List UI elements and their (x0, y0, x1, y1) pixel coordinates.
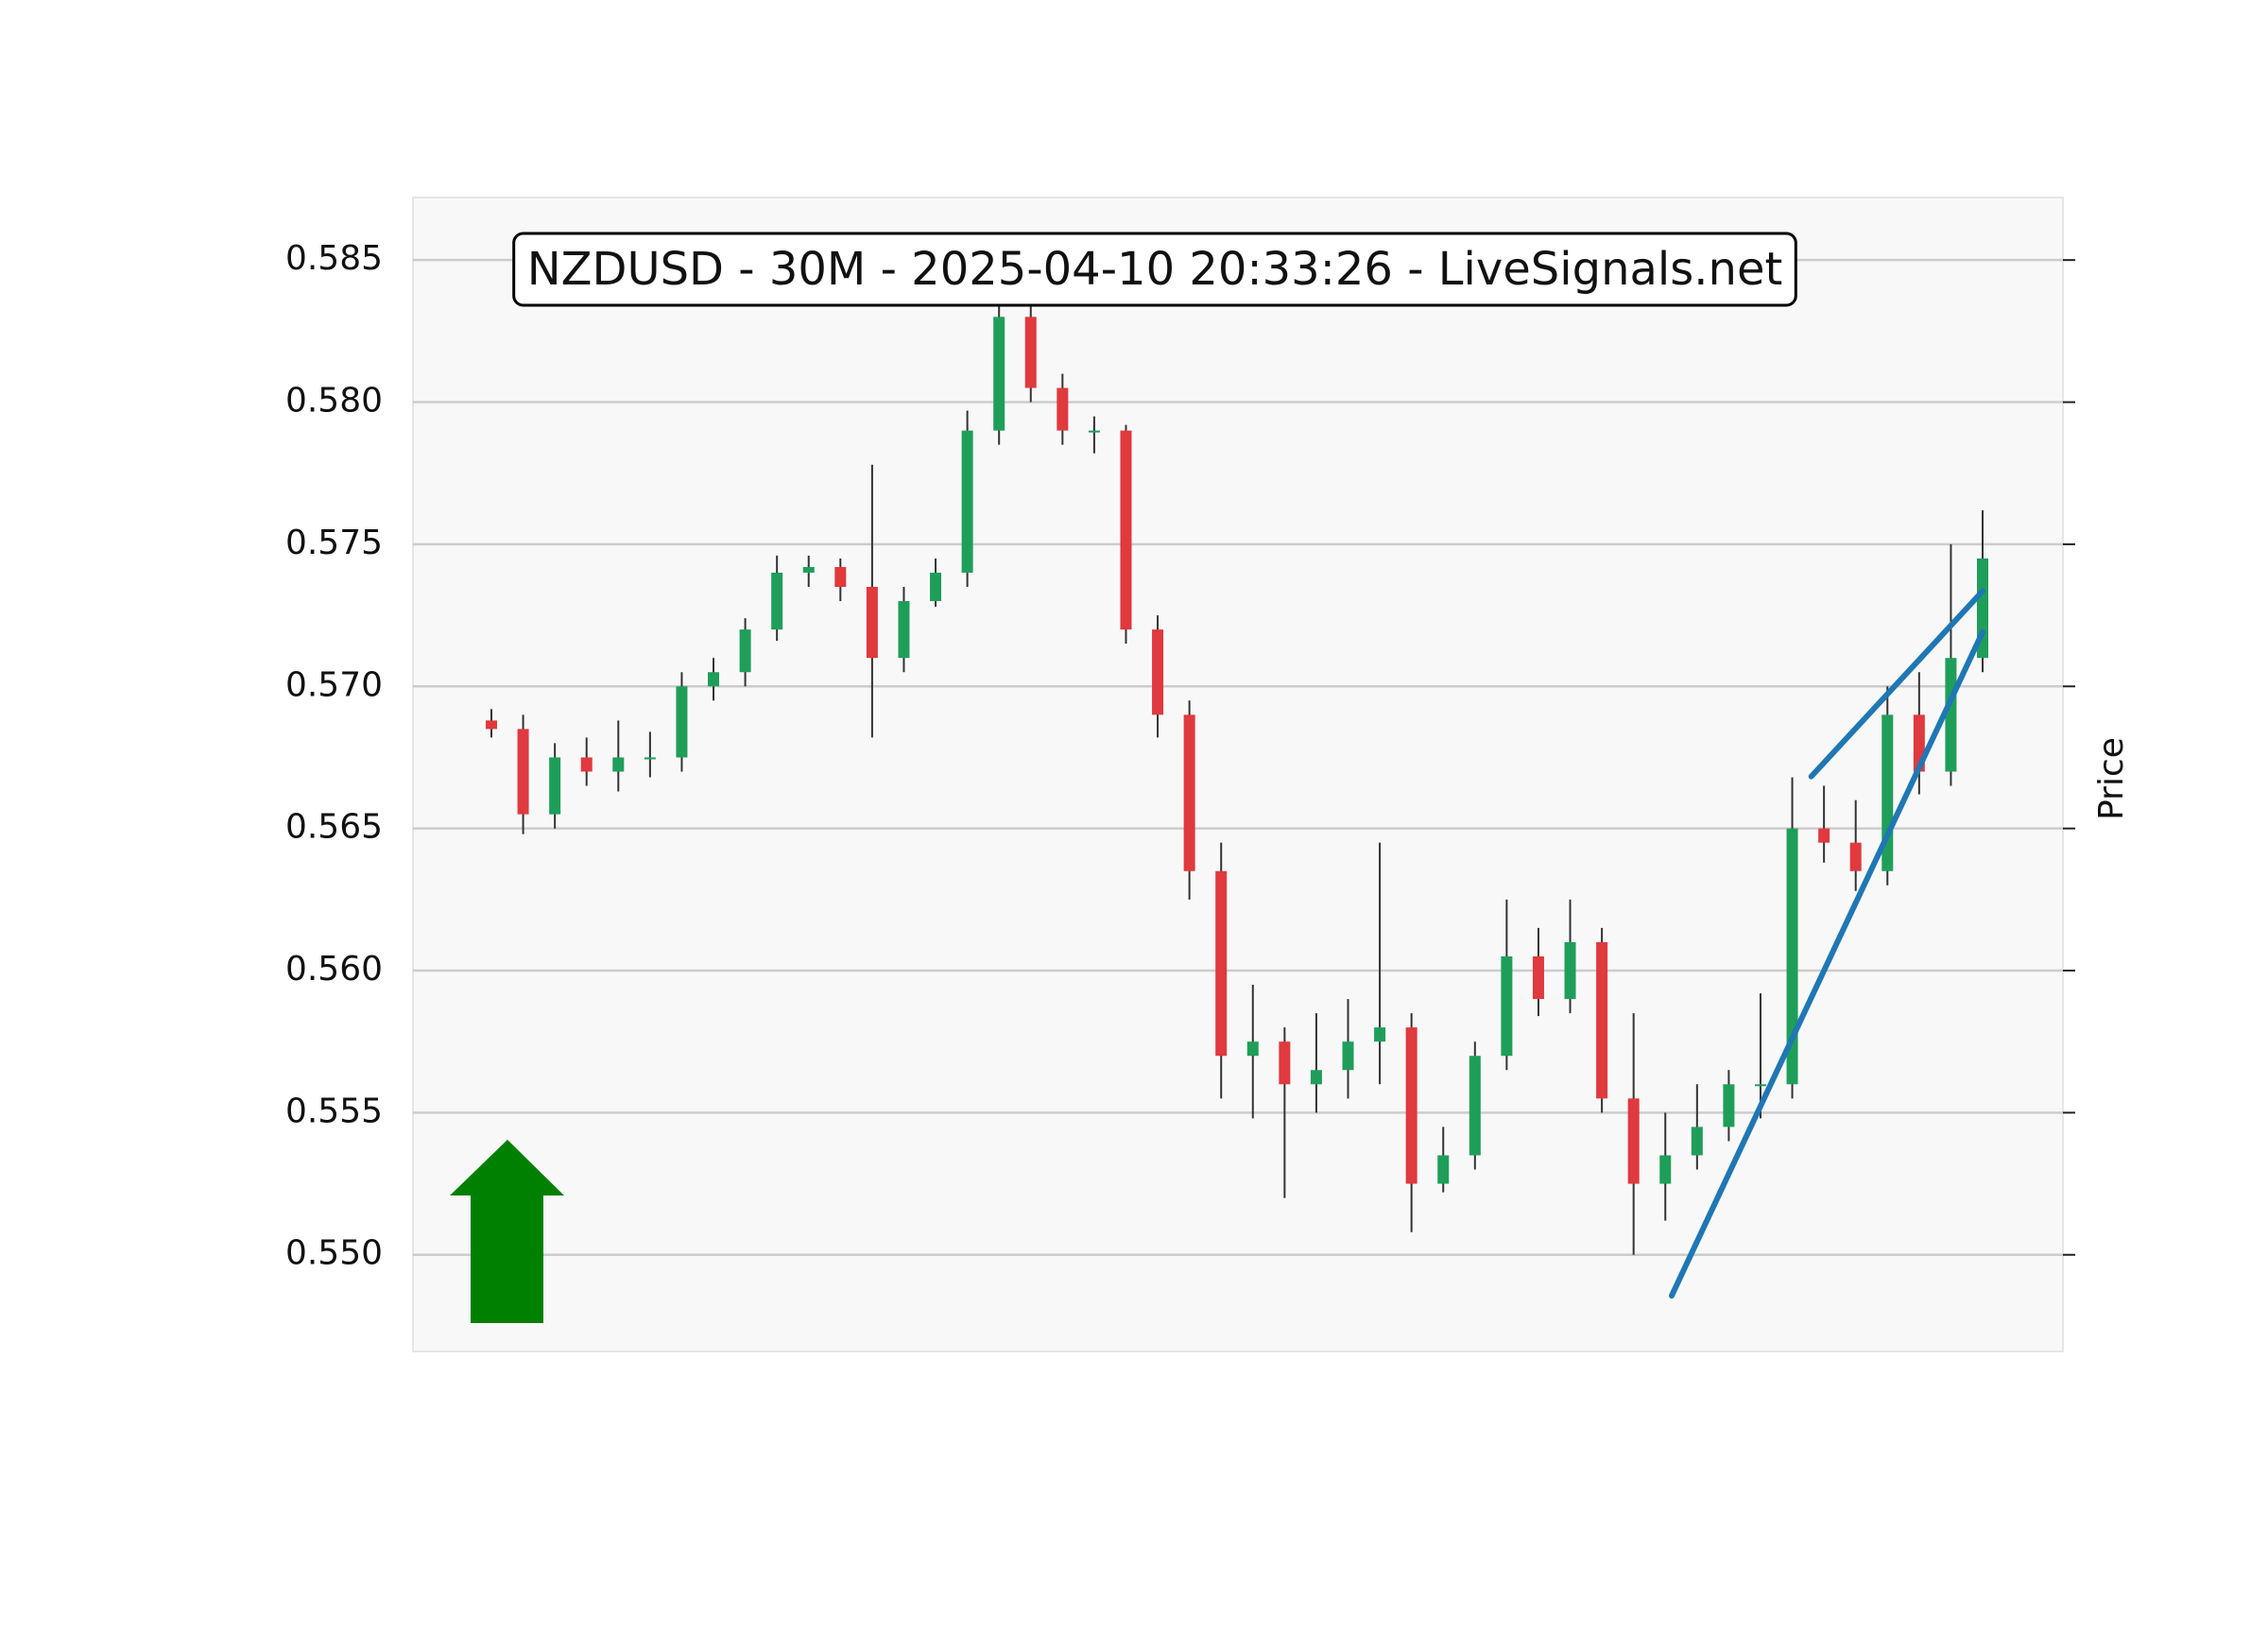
candle-body (549, 757, 561, 815)
candle-body (1849, 842, 1862, 871)
candle-body (1088, 430, 1100, 433)
candle-body (1532, 955, 1544, 1000)
candle-body (1279, 1041, 1291, 1085)
candle-body (1120, 430, 1132, 630)
candles (486, 300, 1988, 1299)
y-axis-label: Price (2092, 737, 2131, 820)
candle-body (961, 430, 973, 573)
y-tick-label: 0.580 (285, 382, 383, 421)
candle-body (930, 572, 942, 602)
candle-body (612, 757, 625, 772)
candle-body (708, 672, 720, 687)
plot-area (412, 197, 2064, 1352)
y-tick-label: 0.555 (285, 1092, 383, 1130)
y-tick-label: 0.585 (285, 239, 383, 278)
candle-body (1627, 1098, 1640, 1184)
candle-body (834, 566, 847, 588)
candle-body (580, 757, 593, 772)
candle-body (517, 729, 529, 815)
candle-body (802, 566, 815, 573)
candle-body (486, 720, 497, 730)
chart-title: NZDUSD - 30M - 2025-04-10 20:33:26 - Liv… (527, 243, 1783, 296)
y-tick-label: 0.550 (285, 1234, 383, 1273)
candle-body (1596, 941, 1608, 1099)
title-box (512, 232, 1797, 307)
candle-body (739, 629, 751, 673)
y-tick-label: 0.570 (285, 665, 383, 704)
y-tick-label: 0.560 (285, 950, 383, 989)
candle-body (993, 317, 1005, 431)
candle-body (1057, 387, 1069, 431)
candle-body (1405, 1027, 1418, 1184)
candle-body (1374, 1027, 1386, 1042)
y-tick-label: 0.575 (285, 524, 383, 562)
candle-body (1469, 1056, 1481, 1156)
candle-body (1024, 317, 1037, 388)
trendline (1668, 628, 1985, 1299)
candle-body (1564, 941, 1576, 1000)
candle-body (1183, 714, 1195, 871)
candle-body (1215, 870, 1228, 1057)
candle-body (1786, 828, 1798, 1085)
candle-body (771, 572, 783, 630)
y-tick-label: 0.565 (285, 808, 383, 847)
candle-body (1501, 955, 1513, 1057)
trendline (1808, 588, 1985, 780)
candle-body (1342, 1041, 1354, 1071)
candle-body (898, 601, 910, 659)
candle-body (1437, 1155, 1450, 1184)
candle-body (1818, 828, 1830, 843)
candle-body (1310, 1070, 1322, 1085)
candle-body (1152, 629, 1164, 715)
candle-body (1246, 1041, 1259, 1057)
signal-arrow (450, 1140, 564, 1323)
candle-body (1723, 1084, 1735, 1127)
candle-body (676, 686, 688, 758)
candle-body (1754, 1084, 1766, 1087)
candle-body (644, 757, 656, 760)
candle-body (1659, 1155, 1672, 1184)
candle-body (866, 587, 878, 659)
candle-body (1691, 1127, 1703, 1156)
candle-body (1945, 658, 1957, 772)
